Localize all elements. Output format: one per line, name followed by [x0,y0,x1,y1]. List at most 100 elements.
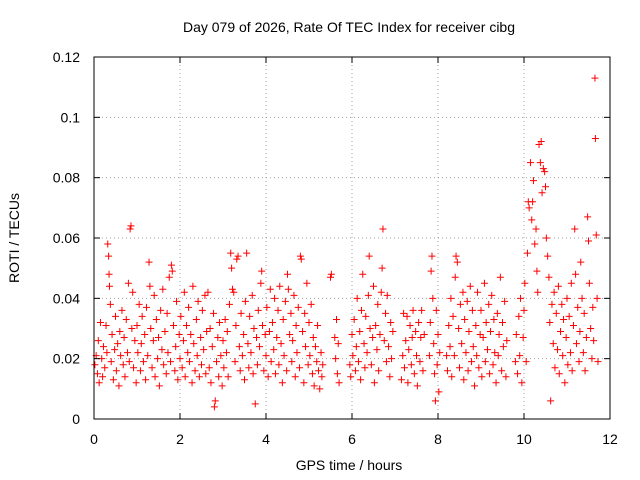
data-point [101,364,109,372]
data-point [188,379,196,387]
data-point [205,364,213,372]
data-point [476,331,484,339]
data-point [164,349,172,357]
data-point [588,355,596,363]
data-point [445,321,453,329]
data-point [389,328,397,336]
data-point [232,321,240,329]
data-point [443,367,451,375]
data-point [303,279,311,287]
data-point [236,367,244,375]
data-point [520,306,528,314]
data-point [221,315,229,323]
data-point [319,361,327,369]
data-point [173,297,181,305]
data-point [488,291,496,299]
data-point [197,334,205,342]
data-point [408,334,416,342]
data-point [187,331,195,339]
y-tick-label: 0.04 [53,290,80,306]
data-point [179,337,187,345]
data-point [460,376,468,384]
data-point [587,325,595,332]
data-point [208,343,216,351]
data-point [419,367,427,375]
data-point [275,361,283,369]
data-point [155,382,163,390]
data-point [567,279,575,287]
data-point [382,358,390,366]
data-point [244,340,252,348]
data-point [313,358,321,366]
data-point [99,343,107,351]
data-point [213,358,221,366]
data-point [271,370,279,378]
data-point [294,303,302,311]
data-point [456,300,464,308]
data-point [545,273,553,281]
data-point [261,331,269,339]
data-point [284,270,291,278]
data-point [220,364,228,372]
data-point [417,334,425,342]
data-point [380,337,388,345]
data-point [224,373,232,381]
data-point [243,249,251,257]
data-point [198,361,205,369]
y-tick-label: 0.12 [53,49,80,65]
data-point [127,222,135,230]
data-point [354,358,362,366]
data-point [211,397,219,405]
data-point [150,291,158,299]
data-point [154,355,162,363]
data-point [532,225,540,233]
data-point [136,367,144,375]
data-point [357,376,365,384]
data-point [353,294,361,302]
axis-ticks [93,56,611,420]
data-point [399,352,407,360]
data-point [280,352,288,360]
data-point [134,349,142,357]
data-point [122,315,130,323]
data-point [202,370,210,378]
data-point [515,312,523,320]
data-point [300,379,308,387]
data-point [168,267,176,275]
data-point [163,309,171,317]
data-point [383,291,391,299]
data-point [585,279,593,287]
data-point [474,288,482,296]
data-point [491,349,499,357]
data-point [105,270,113,278]
data-point [554,346,562,354]
data-point [333,315,341,323]
data-point [279,315,287,323]
data-point [367,361,375,369]
data-point [502,373,510,381]
data-point [327,270,335,278]
data-point [385,343,393,351]
data-point [170,321,178,329]
data-point [149,337,157,345]
data-point [327,273,334,281]
data-point [162,370,170,378]
x-tick-label: 0 [90,431,98,447]
data-point [132,379,140,387]
data-point [165,273,173,281]
data-point [477,306,485,314]
data-point [311,343,319,351]
data-point [286,331,294,339]
data-point [473,352,481,360]
data-point [550,288,558,296]
data-point [130,364,138,372]
data-point [563,294,571,302]
data-point [418,306,426,314]
y-tick-label: 0.08 [53,170,80,186]
data-point [435,388,443,396]
data-point [475,364,483,372]
data-point [172,343,180,351]
data-point [531,240,539,248]
data-point [193,352,201,360]
data-point [382,309,390,317]
